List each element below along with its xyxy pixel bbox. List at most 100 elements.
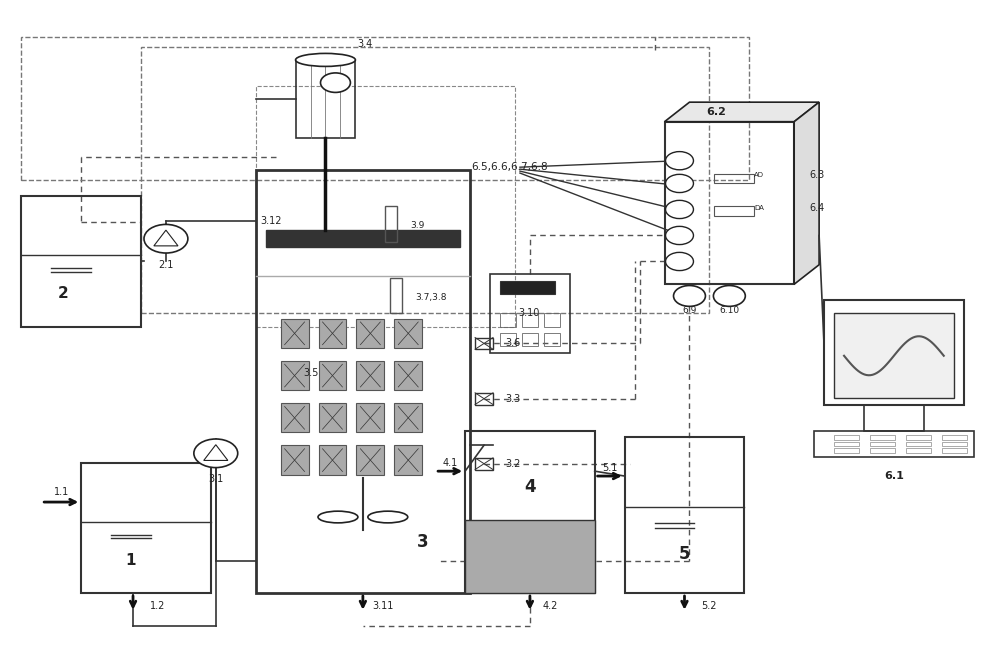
Text: DA: DA bbox=[754, 205, 764, 211]
Text: 6.3: 6.3 bbox=[809, 170, 824, 180]
Text: 2: 2 bbox=[58, 287, 69, 302]
Text: 3.5: 3.5 bbox=[303, 368, 318, 378]
Bar bbox=[870, 441, 895, 446]
Bar bbox=[906, 441, 931, 446]
Bar bbox=[281, 361, 309, 390]
Bar bbox=[906, 448, 931, 453]
Text: 6.4: 6.4 bbox=[809, 203, 824, 213]
Bar bbox=[475, 458, 493, 470]
Text: 4.2: 4.2 bbox=[542, 601, 558, 611]
Bar bbox=[81, 463, 211, 593]
Bar bbox=[500, 313, 516, 326]
Bar bbox=[475, 393, 493, 404]
Bar bbox=[465, 430, 595, 593]
Bar bbox=[281, 403, 309, 432]
Circle shape bbox=[666, 151, 693, 170]
Bar bbox=[394, 361, 422, 390]
Bar bbox=[356, 445, 384, 475]
Bar bbox=[714, 206, 754, 216]
Bar bbox=[870, 448, 895, 453]
Bar bbox=[319, 403, 346, 432]
Circle shape bbox=[666, 252, 693, 270]
Bar bbox=[141, 47, 709, 313]
Text: 5: 5 bbox=[679, 545, 690, 563]
Text: 3.4: 3.4 bbox=[358, 39, 373, 49]
Bar bbox=[942, 441, 967, 446]
Bar bbox=[319, 319, 346, 348]
Bar bbox=[281, 319, 309, 348]
Bar bbox=[266, 231, 460, 247]
Bar bbox=[864, 404, 924, 430]
Circle shape bbox=[321, 73, 350, 93]
Bar bbox=[394, 319, 422, 348]
Bar bbox=[834, 435, 859, 439]
Bar bbox=[256, 170, 470, 593]
Text: 1.1: 1.1 bbox=[54, 486, 69, 497]
Ellipse shape bbox=[296, 54, 355, 67]
Text: 3.3: 3.3 bbox=[505, 394, 520, 404]
Bar bbox=[281, 445, 309, 475]
Ellipse shape bbox=[318, 511, 358, 523]
Bar bbox=[870, 435, 895, 439]
Text: 6.10: 6.10 bbox=[719, 306, 739, 315]
Bar bbox=[942, 448, 967, 453]
Text: 4.1: 4.1 bbox=[443, 458, 458, 468]
Text: 3.9: 3.9 bbox=[410, 221, 425, 231]
Text: 5.1: 5.1 bbox=[602, 463, 617, 473]
Text: 3.10: 3.10 bbox=[518, 308, 539, 319]
Bar bbox=[824, 300, 964, 404]
Text: 6.5,6.6,6.7,6.8: 6.5,6.6,6.7,6.8 bbox=[472, 162, 548, 172]
Text: AD: AD bbox=[754, 172, 764, 178]
Text: 6.9: 6.9 bbox=[682, 306, 697, 315]
Bar bbox=[814, 430, 974, 456]
Bar bbox=[465, 520, 595, 593]
Circle shape bbox=[713, 285, 745, 306]
Polygon shape bbox=[154, 230, 178, 246]
Circle shape bbox=[666, 174, 693, 193]
Bar bbox=[942, 435, 967, 439]
Text: 3.7,3.8: 3.7,3.8 bbox=[415, 293, 447, 302]
Bar bbox=[356, 361, 384, 390]
Bar bbox=[394, 445, 422, 475]
Bar bbox=[665, 121, 794, 284]
Bar bbox=[834, 448, 859, 453]
Ellipse shape bbox=[368, 511, 408, 523]
Polygon shape bbox=[794, 102, 819, 284]
Text: 1: 1 bbox=[125, 553, 136, 568]
Bar bbox=[522, 333, 538, 346]
Text: 6.2: 6.2 bbox=[706, 107, 726, 117]
Text: 6.1: 6.1 bbox=[884, 471, 904, 481]
Bar bbox=[714, 174, 754, 183]
Bar bbox=[490, 274, 570, 353]
Text: 3.2: 3.2 bbox=[505, 458, 520, 469]
Bar bbox=[21, 37, 749, 180]
Bar bbox=[319, 361, 346, 390]
Bar bbox=[256, 86, 515, 326]
Circle shape bbox=[144, 225, 188, 253]
Bar bbox=[500, 281, 555, 294]
Bar bbox=[544, 333, 560, 346]
Circle shape bbox=[666, 227, 693, 245]
Bar bbox=[21, 197, 141, 326]
Bar bbox=[834, 313, 954, 398]
Text: 5.2: 5.2 bbox=[702, 601, 717, 611]
Bar bbox=[296, 60, 355, 138]
Polygon shape bbox=[204, 445, 228, 460]
Text: 3.12: 3.12 bbox=[261, 216, 282, 226]
Bar bbox=[834, 441, 859, 446]
Bar bbox=[390, 278, 402, 313]
Bar bbox=[500, 333, 516, 346]
Text: 3.6: 3.6 bbox=[505, 338, 520, 349]
Bar bbox=[625, 437, 744, 593]
Bar bbox=[385, 206, 397, 242]
Bar bbox=[319, 445, 346, 475]
Bar bbox=[356, 403, 384, 432]
Text: 1.2: 1.2 bbox=[150, 601, 166, 611]
Bar bbox=[906, 435, 931, 439]
Bar bbox=[544, 313, 560, 326]
Text: 3.1: 3.1 bbox=[208, 474, 223, 485]
Polygon shape bbox=[665, 102, 819, 121]
Circle shape bbox=[674, 285, 705, 306]
Bar bbox=[522, 313, 538, 326]
Text: 3.11: 3.11 bbox=[372, 601, 394, 611]
